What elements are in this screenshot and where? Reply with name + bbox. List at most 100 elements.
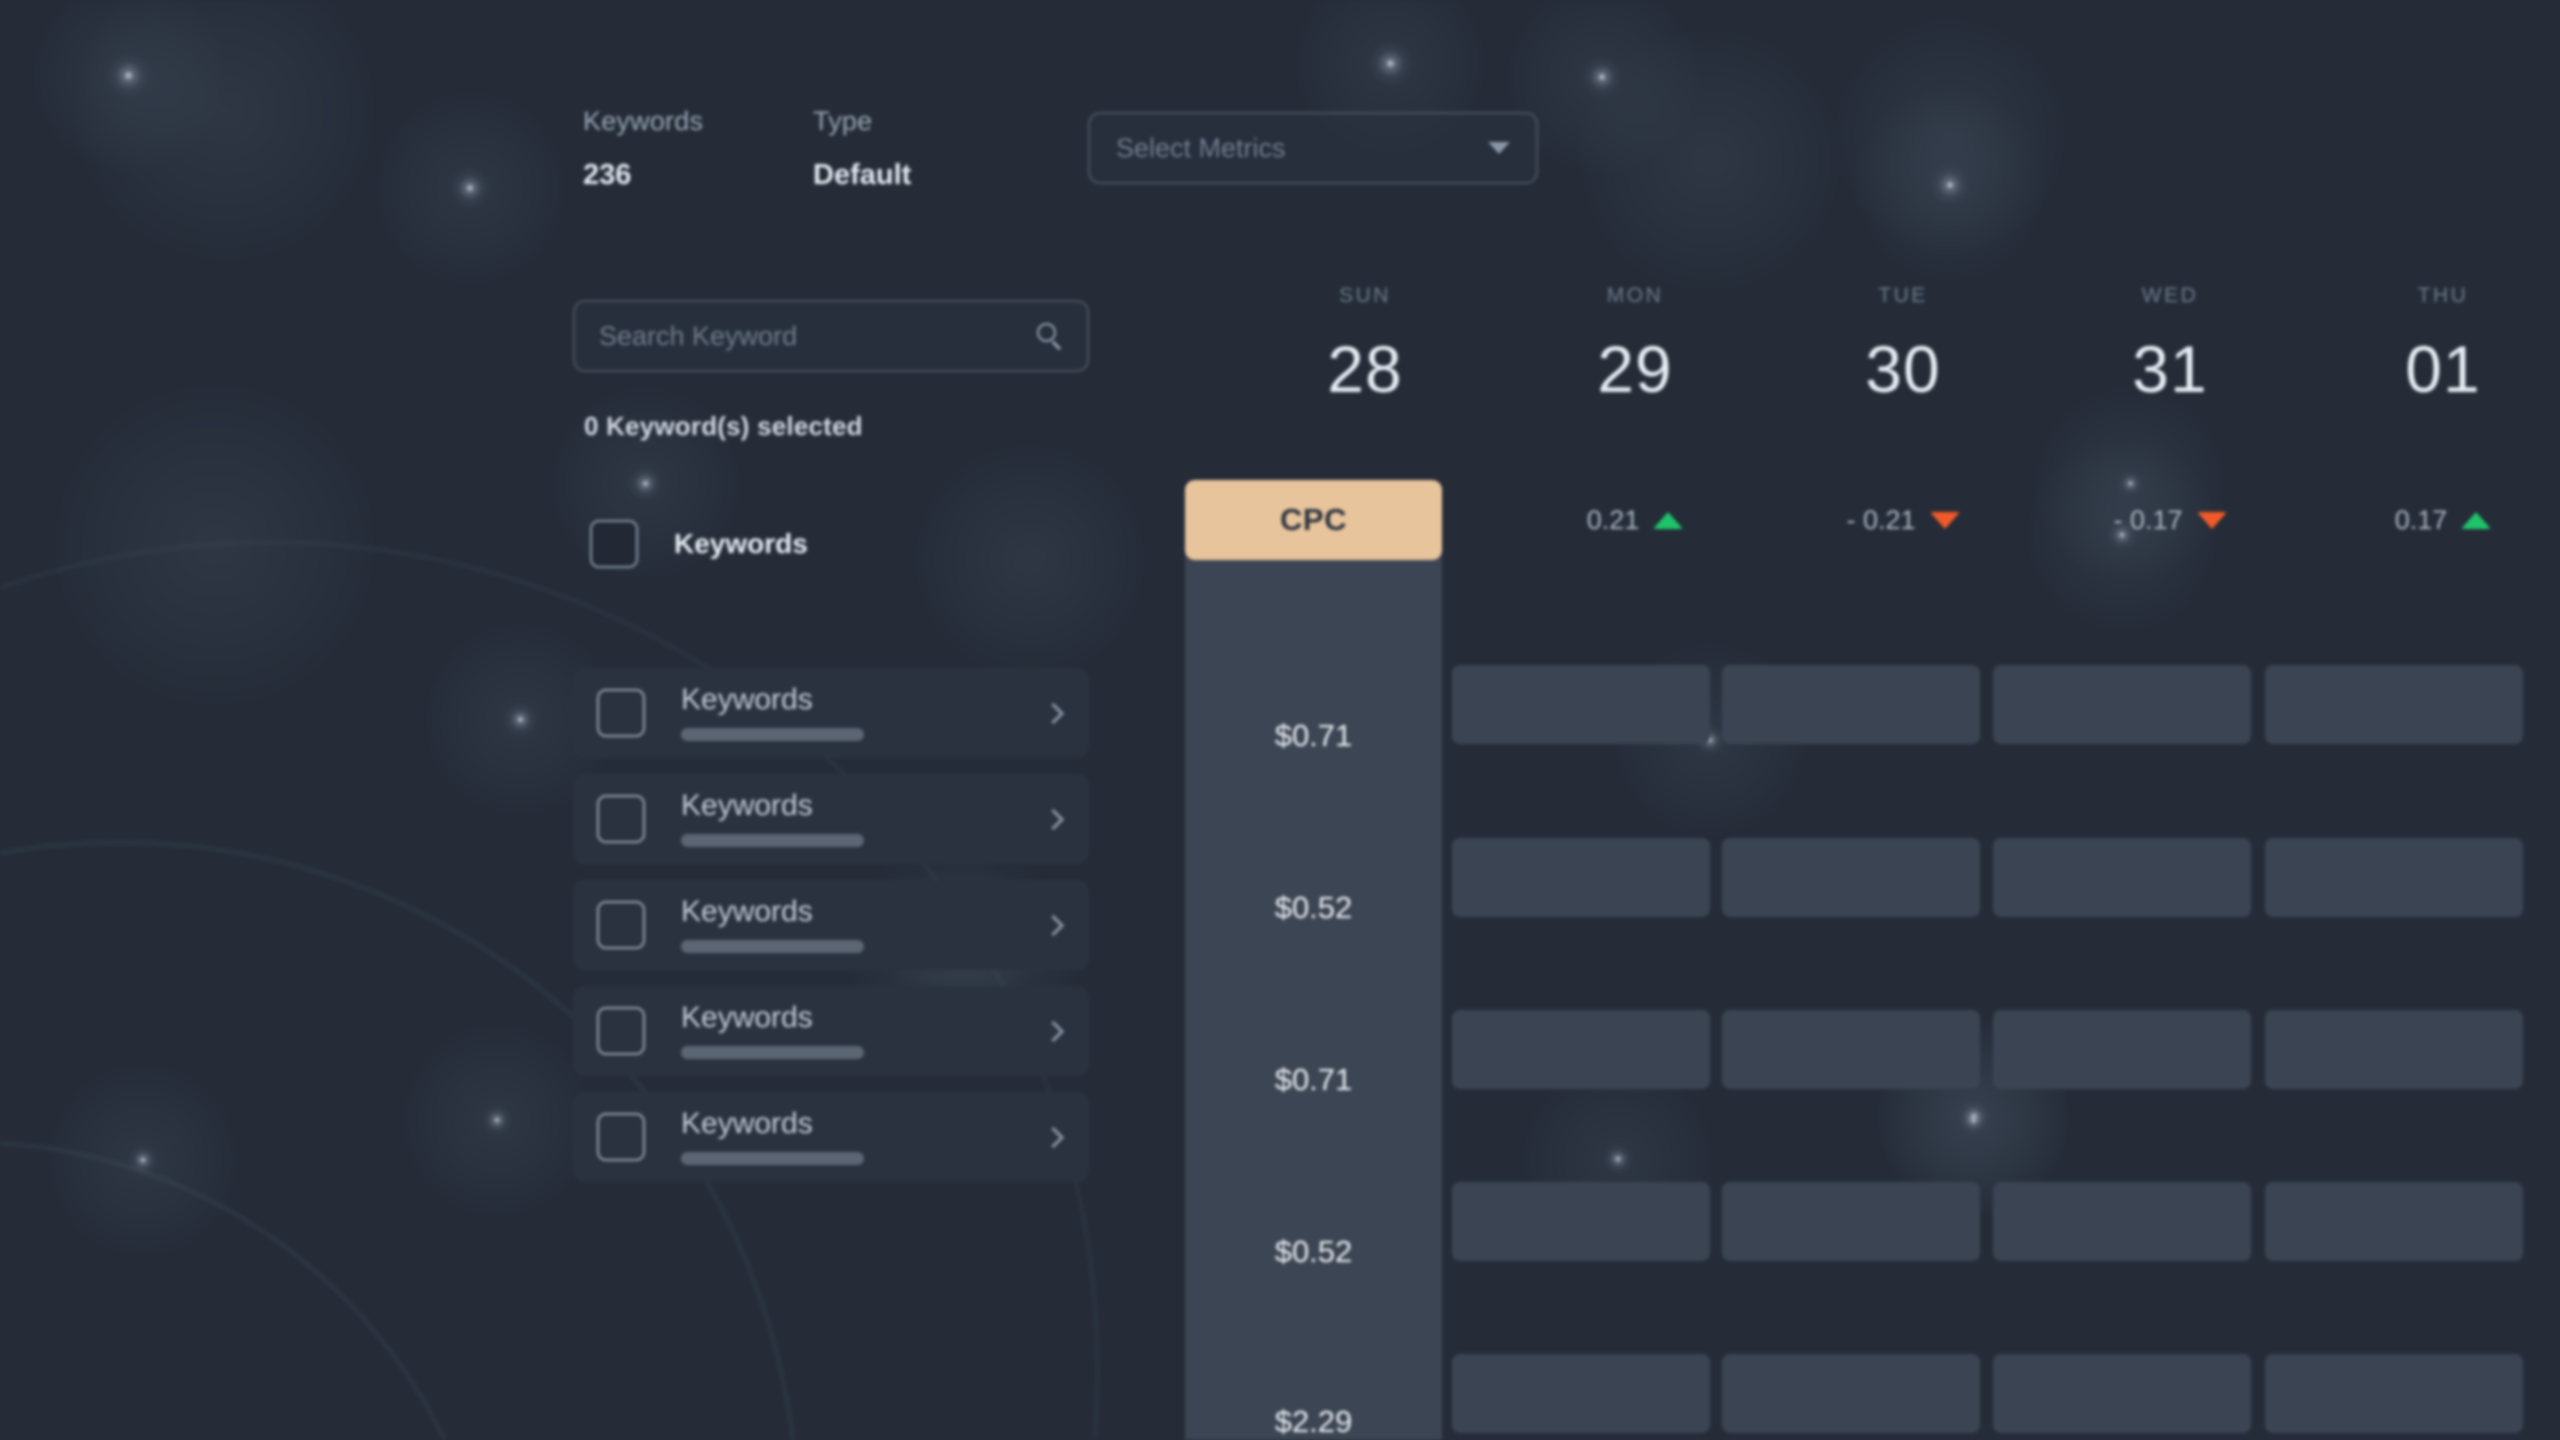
chevron-right-icon[interactable]: [1042, 914, 1065, 936]
select-metrics-placeholder: Select Metrics: [1116, 132, 1286, 163]
calendar-weekday: THU: [2417, 284, 2469, 307]
calendar-delta: 0.21: [1500, 505, 1770, 536]
keyword-row-placeholder-bar: [681, 728, 864, 741]
keyword-row[interactable]: Keywords: [573, 880, 1089, 970]
background-glow: [33, 0, 223, 170]
metric-grid: [1452, 0, 2560, 1440]
keyword-row-body: Keywords: [681, 897, 1046, 953]
background-glow: [55, 385, 375, 705]
metric-cell-placeholder: [1722, 1354, 1980, 1433]
calendar-day-header: SUN 28: [1230, 285, 1500, 402]
search-keyword-field[interactable]: Search Keyword: [573, 300, 1089, 372]
delta-value: 0.17: [2394, 505, 2448, 535]
metric-cell-placeholder: [1452, 1182, 1710, 1261]
background-sparkle: [450, 168, 490, 208]
calendar-date: 01: [2405, 332, 2481, 406]
keyword-row-label: Keywords: [681, 683, 813, 716]
keyword-row-checkbox[interactable]: [597, 795, 645, 843]
chevron-right-icon[interactable]: [1042, 808, 1065, 830]
background-glow: [915, 445, 1145, 675]
select-metrics-dropdown[interactable]: Select Metrics: [1088, 112, 1538, 184]
calendar-day-header: THU 01: [2308, 285, 2560, 402]
background-sparkle: [128, 1145, 158, 1175]
metric-cell-placeholder: [2265, 1354, 2523, 1433]
trend-down-icon: [2196, 512, 2227, 529]
background-sparkle: [105, 52, 151, 98]
calendar-weekday: MON: [1606, 284, 1664, 307]
keyword-row-label: Keywords: [681, 1001, 813, 1034]
keyword-row-checkbox[interactable]: [597, 689, 645, 737]
trend-up-icon: [2461, 512, 2492, 529]
metric-cell-placeholder: [1452, 1354, 1710, 1433]
metric-cell-placeholder: [1722, 838, 1980, 917]
keyword-row[interactable]: Keywords: [573, 1092, 1089, 1182]
metric-cell-placeholder: [2265, 838, 2523, 917]
keyword-row-placeholder-bar: [681, 1046, 864, 1059]
metric-cell-placeholder: [1993, 1010, 2251, 1089]
chevron-right-icon[interactable]: [1042, 1126, 1065, 1148]
stat-keywords-label: Keywords: [583, 106, 704, 136]
cpc-metric-column: [1185, 480, 1442, 1440]
keyword-row-body: Keywords: [681, 1003, 1046, 1059]
calendar-day-headers: SUN 28 MON 29 TUE 30 WED 31 THU 01: [1180, 285, 2560, 405]
keyword-row-body: Keywords: [681, 685, 1046, 741]
top-stats-bar: Keywords 236 Type Default: [583, 108, 911, 190]
trend-up-icon: [1653, 512, 1684, 529]
keyword-row-checkbox[interactable]: [597, 1113, 645, 1161]
calendar-delta: - 0.17: [2035, 505, 2305, 536]
delta-value: - 0.17: [2113, 505, 2183, 535]
metric-cell-placeholder: [1993, 665, 2251, 744]
calendar-weekday: WED: [2141, 284, 2199, 307]
calendar-day-header: TUE 30: [1768, 285, 2038, 402]
keyword-row[interactable]: Keywords: [573, 668, 1089, 758]
metric-cell-placeholder: [2265, 1010, 2523, 1089]
keyword-row-placeholder-bar: [681, 1152, 864, 1165]
keyword-list: Keywords Keywords Keywords Keywords Keywords: [573, 668, 1089, 1198]
chevron-right-icon[interactable]: [1042, 1020, 1065, 1042]
keyword-row-label: Keywords: [681, 1107, 813, 1140]
keyword-row-checkbox[interactable]: [597, 901, 645, 949]
keyword-row[interactable]: Keywords: [573, 986, 1089, 1076]
chevron-down-icon: [1488, 142, 1510, 154]
calendar-day-header: WED 31: [2035, 285, 2305, 402]
search-input-placeholder: Search Keyword: [599, 320, 798, 351]
calendar-day-header: MON 29: [1500, 285, 1770, 402]
keyword-row-body: Keywords: [681, 1109, 1046, 1165]
metric-cell-placeholder: [1452, 665, 1710, 744]
calendar-weekday: SUN: [1339, 284, 1391, 307]
keyword-row-label: Keywords: [681, 895, 813, 928]
cpc-value: $0.71: [1274, 718, 1353, 753]
chevron-right-icon[interactable]: [1042, 702, 1065, 724]
metric-cell-placeholder: [1993, 1182, 2251, 1261]
calendar-date: 30: [1865, 332, 1941, 406]
keywords-column-header: Keywords: [674, 528, 808, 559]
delta-value: - 0.21: [1846, 505, 1916, 535]
cpc-value: $2.29: [1274, 1404, 1353, 1439]
calendar-delta: - 0.21: [1768, 505, 2038, 536]
keyword-row-checkbox[interactable]: [597, 1007, 645, 1055]
stat-type-value: Default: [813, 159, 912, 191]
stat-type-label: Type: [813, 106, 873, 136]
metric-cell-placeholder: [1993, 1354, 2251, 1433]
keyword-row-placeholder-bar: [681, 834, 864, 847]
delta-value: 0.21: [1586, 505, 1640, 535]
stat-keywords: Keywords 236: [583, 108, 813, 190]
metric-cell-placeholder: [1722, 1010, 1980, 1089]
background-glow: [75, 0, 375, 260]
metric-cell-placeholder: [2265, 665, 2523, 744]
keywords-header-row[interactable]: Keywords: [590, 520, 808, 568]
background-sparkle: [627, 465, 663, 501]
calendar-weekday: TUE: [1878, 284, 1928, 307]
metric-cell-placeholder: [1722, 1182, 1980, 1261]
metric-cell-placeholder: [1993, 838, 2251, 917]
background-glow: [48, 1065, 238, 1255]
keyword-row-body: Keywords: [681, 791, 1046, 847]
calendar-date: 28: [1327, 332, 1403, 406]
background-sparkle: [502, 701, 538, 737]
cpc-value: $0.52: [1274, 1234, 1353, 1269]
keyword-row[interactable]: Keywords: [573, 774, 1089, 864]
select-all-checkbox[interactable]: [590, 520, 638, 568]
cpc-metric-badge[interactable]: CPC: [1185, 480, 1442, 560]
stat-type: Type Default: [813, 108, 911, 190]
